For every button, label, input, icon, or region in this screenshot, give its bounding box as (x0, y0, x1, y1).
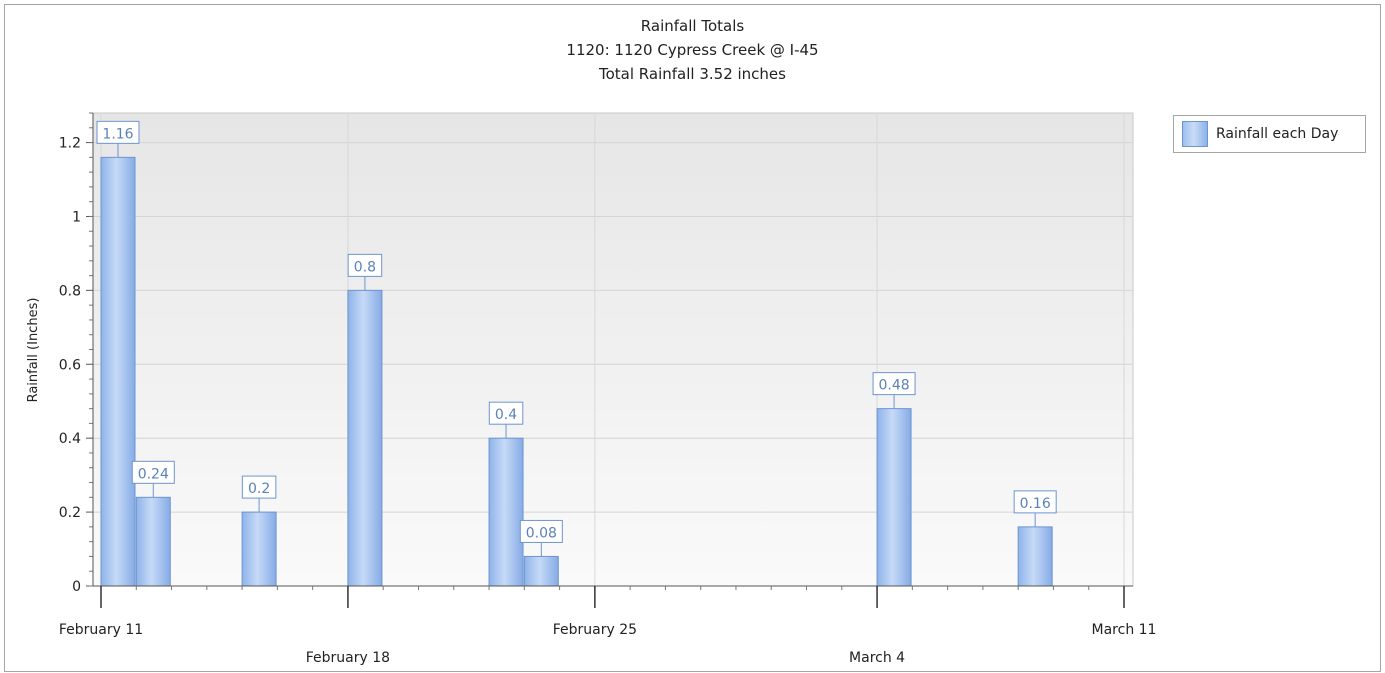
x-tick-label: February 25 (553, 622, 637, 638)
legend: Rainfall each Day (1173, 115, 1366, 153)
legend-swatch (1182, 121, 1208, 147)
x-tick-label: March 4 (849, 650, 905, 666)
y-tick-label: 0 (72, 579, 81, 595)
y-tick-label: 1.2 (59, 136, 81, 152)
chart-subtitle: 1120: 1120 Cypress Creek @ I-45 (566, 41, 819, 59)
bar (347, 289, 383, 587)
data-label-box (241, 475, 277, 499)
legend-series-name: Rainfall each Day (1216, 126, 1339, 142)
data-label: 0.2 (248, 481, 270, 497)
data-label-box (519, 519, 563, 543)
x-tick-label: March 11 (1092, 622, 1157, 638)
y-tick-label: 0.6 (59, 357, 81, 373)
bar (488, 437, 524, 587)
data-label-box (488, 401, 524, 425)
y-axis-label: Rainfall (Inches) (26, 298, 41, 403)
bar (523, 555, 559, 587)
y-tick-label: 0.4 (59, 431, 81, 447)
axes: 0 0.2 0.4 0.6 0.8 1 1.2 February 11 February 18 F… (59, 112, 1157, 666)
chart-subtitle-total: Total Rainfall 3.52 inches (599, 65, 786, 83)
chart-title: Rainfall Totals (640, 17, 745, 35)
data-label-box (1013, 490, 1057, 514)
bar (1017, 526, 1053, 587)
y-tick-label: 1 (72, 209, 81, 225)
data-label-box (347, 253, 383, 277)
data-label: 0.08 (526, 525, 557, 541)
data-label-box (872, 372, 916, 396)
bar (135, 496, 171, 587)
data-label-box (131, 460, 175, 484)
y-tick-label: 0.2 (59, 505, 81, 521)
data-label: 0.24 (138, 466, 169, 482)
data-label: 0.8 (354, 259, 376, 275)
data-label: 0.16 (1020, 496, 1051, 512)
data-label-box (96, 120, 140, 144)
data-label: 0.4 (495, 407, 517, 423)
data-label: 0.48 (878, 378, 909, 394)
bar (100, 156, 136, 587)
bar (241, 511, 277, 587)
x-tick-label: February 18 (306, 650, 390, 666)
y-tick-label: 0.8 (59, 283, 81, 299)
data-label: 1.16 (102, 126, 133, 142)
bars: 1.16 0.24 0.2 0.8 0.4 0.08 0.48 0.16 (96, 120, 1057, 587)
x-tick-label: February 11 (59, 622, 143, 638)
bar (876, 408, 912, 587)
